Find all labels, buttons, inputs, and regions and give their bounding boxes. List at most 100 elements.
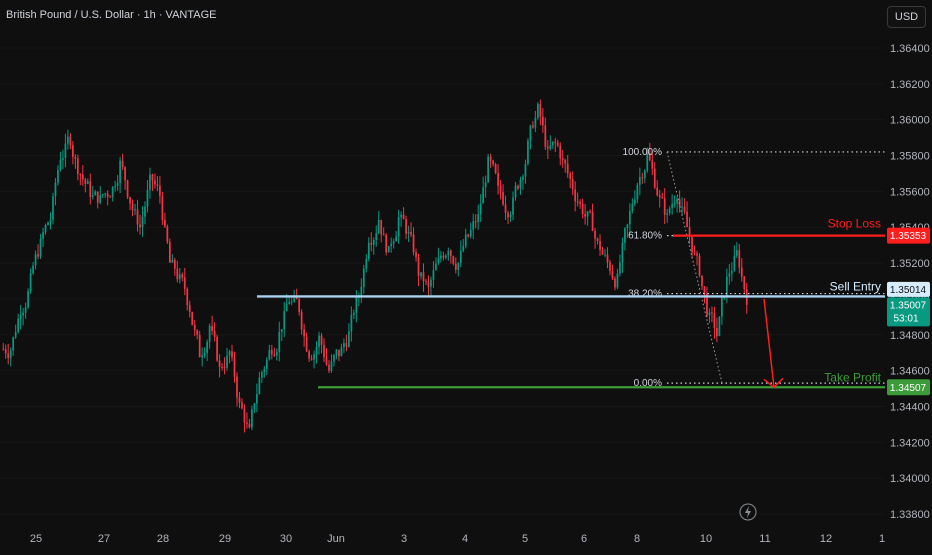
candle-body xyxy=(696,253,698,256)
candle-body xyxy=(285,303,288,312)
candle-body xyxy=(47,222,49,226)
candle-body xyxy=(556,142,559,146)
candle-body xyxy=(395,236,398,242)
candle-body xyxy=(4,349,7,354)
candle-body xyxy=(141,216,144,228)
candle-body xyxy=(721,297,723,317)
candle-body xyxy=(231,351,233,358)
price-tick-label: 1.36200 xyxy=(890,79,930,91)
grid-layer xyxy=(0,47,885,515)
candle-body xyxy=(208,325,211,342)
candle-body xyxy=(638,177,641,185)
current-price-bg xyxy=(887,297,930,327)
candle-body xyxy=(636,184,639,200)
take-profit-tag: 1.34507 xyxy=(890,383,927,394)
candle-body xyxy=(124,167,126,181)
fib-level-label: 61.80% xyxy=(628,231,662,242)
candle-body xyxy=(624,228,626,243)
candle-body xyxy=(449,250,452,257)
candle-body xyxy=(268,350,271,360)
candle-body xyxy=(226,355,228,368)
candle-body xyxy=(514,185,517,198)
candle-body xyxy=(405,219,407,234)
time-tick-label: 25 xyxy=(30,533,42,545)
candle-body xyxy=(213,330,216,337)
candle-body xyxy=(541,116,544,126)
candle-body xyxy=(333,354,335,362)
fib-trend-line xyxy=(666,151,723,384)
candle-body xyxy=(62,157,64,160)
candle-body xyxy=(340,347,343,357)
price-tags: 1.35353 1.35014 1.35007 53:01 1.34507 xyxy=(887,227,930,396)
candle-body xyxy=(57,169,59,183)
candle-body xyxy=(241,402,243,409)
candle-body xyxy=(492,160,494,165)
candle-body xyxy=(203,353,206,356)
candle-body xyxy=(482,187,485,204)
candle-body xyxy=(121,160,124,168)
candle-body xyxy=(499,185,502,193)
candle-body xyxy=(362,268,365,287)
candle-body xyxy=(218,360,221,368)
candle-body xyxy=(390,243,393,247)
take-profit-tag-bg xyxy=(887,379,930,396)
candle-body xyxy=(462,245,465,251)
candle-body xyxy=(151,174,154,181)
candle-body xyxy=(534,117,537,128)
candle-body xyxy=(474,221,477,223)
candle-body xyxy=(355,297,358,313)
time-tick-label: Jun xyxy=(327,533,345,545)
candle-body xyxy=(290,301,293,303)
candle-body xyxy=(698,255,701,276)
candle-body xyxy=(574,189,577,202)
candle-body xyxy=(504,204,507,213)
candle-body xyxy=(407,232,410,234)
candle-body xyxy=(283,311,286,330)
currency-button[interactable]: USD xyxy=(887,6,926,28)
time-tick-label: 30 xyxy=(280,533,292,545)
time-tick-label: 1 xyxy=(879,533,885,545)
candle-body xyxy=(633,199,636,204)
candle-body xyxy=(467,234,470,237)
candle-body xyxy=(154,180,156,185)
candle-body xyxy=(198,335,201,358)
candle-body xyxy=(288,301,291,304)
candle-body xyxy=(164,219,166,227)
candle-body xyxy=(656,187,659,196)
candle-body xyxy=(273,354,276,356)
candle-body xyxy=(604,254,606,256)
candle-body xyxy=(564,159,567,164)
candle-body xyxy=(594,230,596,239)
candle-body xyxy=(444,255,447,258)
candle-body xyxy=(606,254,609,263)
candle-body xyxy=(512,197,514,215)
candle-body xyxy=(718,316,721,336)
candle-body xyxy=(69,136,72,146)
price-tick-label: 1.34800 xyxy=(890,330,930,342)
time-tick-label: 3 xyxy=(401,533,407,545)
candle-body xyxy=(646,153,649,171)
candle-body xyxy=(738,250,741,268)
candle-body xyxy=(584,214,586,217)
candle-body xyxy=(708,312,711,316)
candle-body xyxy=(519,179,522,189)
candle-body xyxy=(522,176,524,180)
candle-body xyxy=(49,219,52,223)
price-tick-label: 1.34600 xyxy=(890,366,930,378)
candle-body xyxy=(619,262,621,274)
candle-body xyxy=(576,201,579,203)
candle-body xyxy=(91,195,94,197)
candle-body xyxy=(300,311,303,330)
candle-body xyxy=(228,351,231,356)
candle-body xyxy=(116,183,119,186)
candle-body xyxy=(201,355,204,358)
candle-body xyxy=(561,158,564,160)
candle-body xyxy=(44,225,47,233)
price-tick-label: 1.34200 xyxy=(890,437,930,449)
price-tick-label: 1.36000 xyxy=(890,115,930,127)
candle-body xyxy=(206,341,209,354)
candle-body xyxy=(106,193,109,197)
candle-body xyxy=(735,250,738,256)
